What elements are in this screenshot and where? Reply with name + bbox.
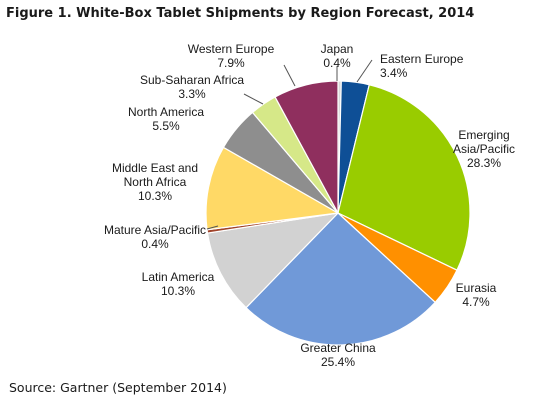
slice-name-eurasia: Eurasia (456, 281, 497, 295)
slice-value-sub-saharan-africa: 3.3% (178, 87, 206, 101)
slice-label-latin-america: Latin America 10.3% (142, 270, 215, 298)
chart-source: Source: Gartner (September 2014) (9, 380, 227, 395)
slice-value-western-europe: 7.9% (217, 56, 245, 70)
slice-value-middle-east-and-north-africa: 10.3% (138, 189, 172, 203)
slice-value-latin-america: 10.3% (161, 284, 195, 298)
slice-value-north-america: 5.5% (152, 119, 180, 133)
slice-name-middle-east-and-north-africa: Middle East and (112, 161, 198, 175)
slice-middle-east-and-north-africa (205, 146, 339, 231)
slice-value-eastern-europe: 3.4% (380, 66, 408, 80)
slice-value-eurasia: 4.7% (462, 295, 490, 309)
slice-label-mature-asia-pacific: Mature Asia/Pacific 0.4% (104, 223, 206, 251)
slice-labels: Japan 0.4% Eastern Europe 3.4%Emerging Asia/… (104, 42, 515, 369)
slice-name-middle-east-and-north-africa: North Africa (124, 175, 187, 189)
slice-name-western-europe: Western Europe (188, 42, 275, 56)
leader-line-mature-asia-pacific (206, 225, 219, 230)
slice-emerging-asia-pacific (337, 84, 471, 271)
leader-lines (206, 59, 373, 230)
slice-name-north-america: North America (128, 105, 204, 119)
slice-name-emerging-asia-pacific: Asia/Pacific (453, 142, 515, 156)
slice-label-eastern-europe: Eastern Europe 3.4% (380, 52, 464, 80)
leader-line-sub-saharan-africa (243, 93, 264, 105)
slice-value-emerging-asia-pacific: 28.3% (467, 156, 501, 170)
slice-value-japan: 0.4% (323, 56, 351, 70)
pie-slices (205, 80, 471, 346)
chart-title: Figure 1. White-Box Tablet Shipments by … (6, 6, 474, 21)
slice-label-sub-saharan-africa: Sub-Saharan Africa 3.3% (140, 73, 244, 101)
slice-value-greater-china: 25.4% (321, 355, 355, 369)
slice-label-eurasia: Eurasia 4.7% (456, 281, 497, 309)
slice-name-japan: Japan (321, 42, 354, 56)
slice-label-middle-east-and-north-africa: Middle East and North Africa 10.3% (112, 161, 198, 203)
slice-value-mature-asia-pacific: 0.4% (141, 237, 169, 251)
leader-line-eastern-europe (356, 59, 373, 83)
slice-name-mature-asia-pacific: Mature Asia/Pacific (104, 223, 206, 237)
slice-label-western-europe: Western Europe 7.9% (188, 42, 275, 70)
slice-label-japan: Japan 0.4% (321, 42, 354, 70)
leader-line-western-europe (283, 64, 296, 87)
slice-label-north-america: North America 5.5% (128, 105, 204, 133)
slice-name-latin-america: Latin America (142, 270, 215, 284)
slice-greater-china (245, 212, 436, 346)
slice-label-greater-china: Greater China 25.4% (300, 341, 376, 369)
slice-name-sub-saharan-africa: Sub-Saharan Africa (140, 73, 244, 87)
slice-latin-america (206, 212, 339, 309)
slice-name-greater-china: Greater China (300, 341, 376, 355)
slice-label-emerging-asia-pacific: Emerging Asia/Pacific 28.3% (453, 128, 515, 170)
slice-western-europe (274, 80, 339, 214)
slice-name-eastern-europe: Eastern Europe (380, 52, 464, 66)
slice-name-emerging-asia-pacific: Emerging (458, 128, 509, 142)
